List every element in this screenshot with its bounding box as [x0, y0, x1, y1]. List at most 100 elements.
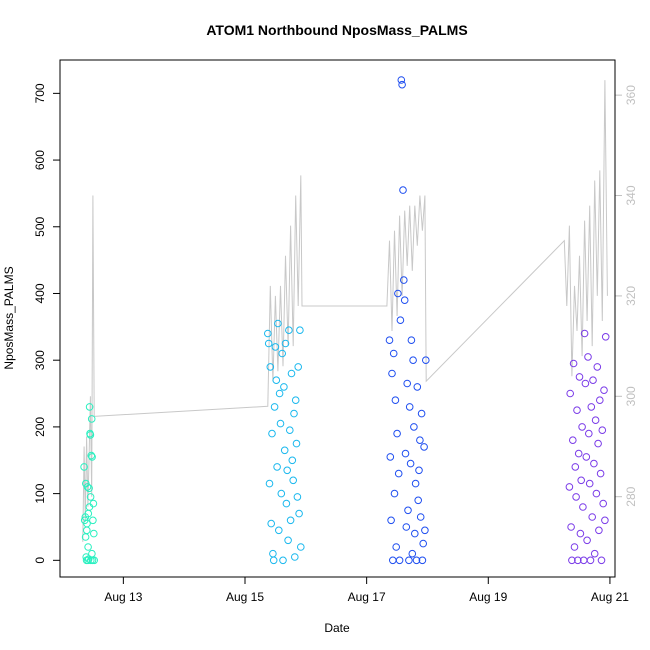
x-tick-label: Aug 15 — [226, 590, 264, 604]
data-point — [281, 339, 290, 348]
data-point — [416, 513, 425, 521]
data-point — [597, 556, 606, 565]
data-point — [600, 386, 608, 395]
data-point — [415, 466, 423, 475]
y2-tick-label: 360 — [624, 85, 638, 105]
data-point — [291, 553, 299, 561]
x-axis-label: Date — [324, 621, 350, 635]
data-point — [83, 483, 92, 491]
data-point — [590, 459, 598, 468]
data-point — [266, 363, 275, 371]
data-point — [89, 516, 97, 525]
data-point — [584, 353, 592, 361]
data-point — [574, 556, 582, 565]
data-point — [599, 499, 608, 508]
data-point — [581, 379, 590, 388]
data-point — [596, 396, 604, 405]
data-point — [587, 403, 596, 411]
data-point — [285, 326, 293, 335]
data-point — [264, 329, 272, 338]
data-point — [567, 523, 575, 531]
data-point — [402, 523, 411, 531]
data-point — [395, 556, 404, 565]
data-point — [84, 543, 92, 551]
data-point — [422, 356, 430, 365]
chart-title: ATOM1 Northbound NposMass_PALMS — [206, 22, 467, 38]
data-point — [267, 519, 276, 528]
data-point — [398, 80, 406, 89]
data-point — [574, 449, 583, 458]
data-point — [396, 316, 405, 325]
data-point — [570, 543, 579, 551]
y-tick-label: 0 — [33, 557, 47, 564]
y2-tick-label: 340 — [624, 185, 638, 205]
data-point — [408, 549, 417, 558]
data-point — [419, 539, 428, 548]
data-point — [273, 463, 281, 471]
data-point — [294, 363, 303, 371]
data-point — [85, 484, 93, 493]
data-point — [596, 469, 605, 478]
data-point — [289, 476, 298, 485]
data-point — [85, 403, 94, 411]
data-point — [269, 556, 278, 565]
y2-tick-label: 280 — [624, 486, 638, 506]
x-tick-label: Aug 19 — [469, 590, 507, 604]
data-point — [80, 463, 88, 471]
data-point — [272, 376, 281, 385]
data-point — [275, 526, 283, 535]
data-point — [394, 469, 403, 478]
data-point — [585, 429, 593, 438]
data-point — [598, 426, 607, 435]
data-point — [410, 423, 418, 431]
data-point — [411, 529, 419, 538]
data-point — [420, 443, 428, 451]
data-point — [85, 503, 94, 511]
data-point — [403, 379, 412, 388]
data-point — [569, 359, 578, 368]
data-point — [265, 479, 274, 488]
data-point — [573, 406, 581, 415]
data-point — [421, 526, 429, 535]
y-tick-label: 200 — [33, 417, 47, 437]
y2-tick-label: 300 — [624, 386, 638, 406]
data-point — [290, 409, 298, 418]
data-point — [393, 429, 401, 438]
data-point — [83, 526, 91, 535]
data-point — [400, 276, 408, 284]
data-point — [400, 296, 409, 305]
data-point — [88, 549, 96, 558]
plot-frame — [59, 59, 616, 578]
data-point — [387, 516, 395, 525]
data-point — [405, 403, 414, 411]
data-point — [87, 415, 96, 423]
data-point — [389, 349, 398, 358]
y-tick-label: 600 — [33, 150, 47, 170]
data-point — [278, 349, 287, 358]
data-point — [413, 383, 422, 391]
data-point — [579, 503, 587, 511]
secondary-line — [82, 80, 608, 542]
data-point — [571, 463, 580, 471]
data-point — [590, 549, 599, 558]
data-point — [86, 493, 95, 501]
data-point — [412, 556, 421, 565]
data-point — [391, 396, 400, 405]
data-point — [585, 479, 594, 488]
data-point — [86, 431, 95, 439]
data-point — [286, 426, 294, 435]
data-point — [270, 403, 279, 411]
data-point — [414, 496, 423, 505]
data-point — [404, 506, 412, 515]
data-point — [296, 326, 304, 335]
data-point — [88, 453, 96, 461]
data-point — [589, 376, 597, 385]
data-point — [417, 409, 426, 418]
data-point — [275, 389, 284, 398]
data-point — [588, 513, 597, 521]
data-point — [401, 449, 410, 458]
data-point — [592, 489, 601, 498]
data-point — [577, 476, 586, 485]
data-point — [601, 516, 609, 525]
data-point — [293, 493, 302, 501]
